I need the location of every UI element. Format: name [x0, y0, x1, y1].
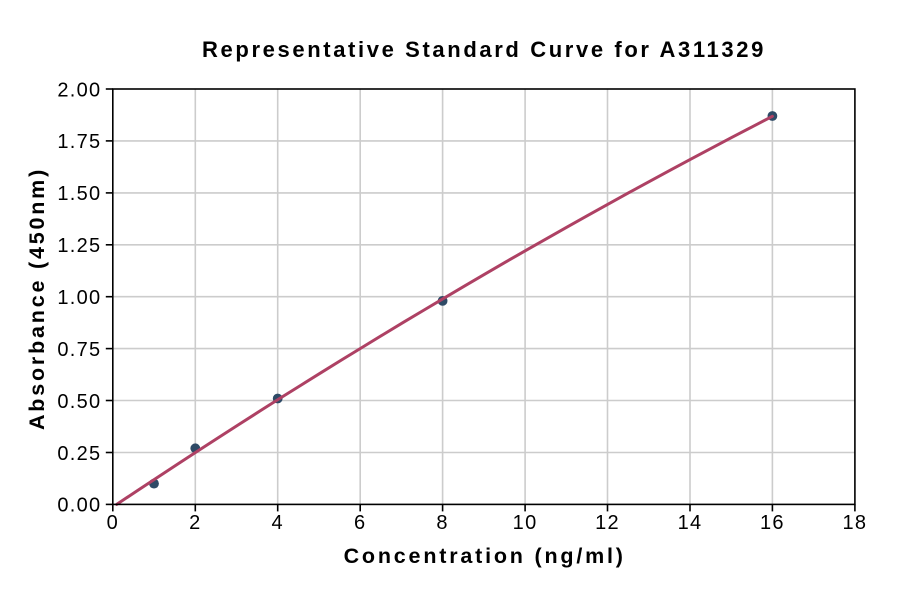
svg-text:0.50: 0.50: [57, 391, 101, 413]
svg-text:10: 10: [513, 512, 538, 534]
svg-text:Concentration (ng/ml): Concentration (ng/ml): [344, 544, 626, 568]
svg-text:Absorbance (450nm): Absorbance (450nm): [25, 167, 49, 430]
svg-text:8: 8: [436, 512, 448, 534]
svg-text:1.50: 1.50: [57, 183, 101, 205]
svg-text:14: 14: [678, 512, 703, 534]
svg-text:16: 16: [760, 512, 785, 534]
svg-text:12: 12: [595, 512, 620, 534]
svg-text:4: 4: [271, 512, 283, 534]
svg-text:Representative Standard Curve: Representative Standard Curve for A31132…: [202, 37, 766, 62]
svg-text:1.25: 1.25: [57, 235, 101, 257]
svg-text:0.25: 0.25: [57, 443, 101, 465]
svg-text:0: 0: [107, 512, 119, 534]
svg-text:1.75: 1.75: [57, 131, 101, 153]
svg-text:18: 18: [842, 512, 867, 534]
svg-text:2: 2: [189, 512, 201, 534]
svg-text:6: 6: [354, 512, 366, 534]
svg-text:0.75: 0.75: [57, 339, 101, 361]
svg-text:1.00: 1.00: [57, 287, 101, 309]
svg-text:2.00: 2.00: [57, 79, 101, 101]
svg-text:0.00: 0.00: [57, 495, 101, 517]
